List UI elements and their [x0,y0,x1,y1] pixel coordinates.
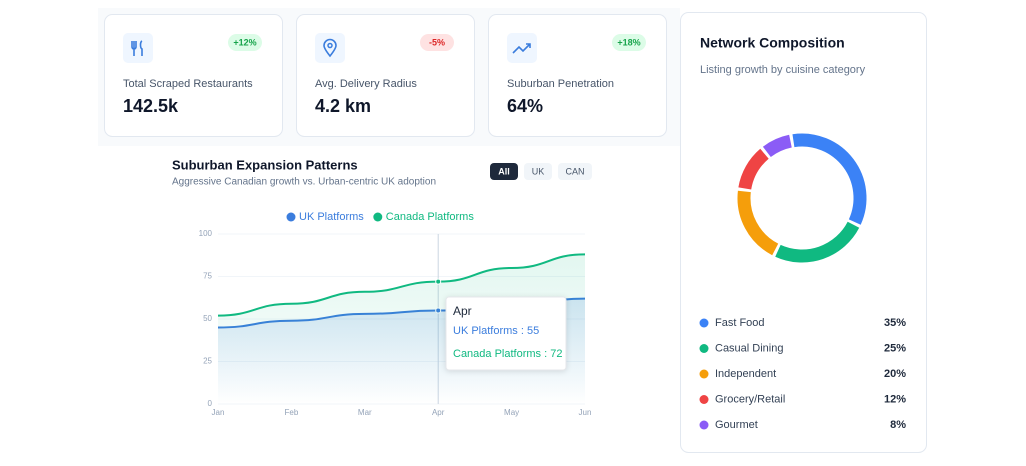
panel-subtitle: Listing growth by cuisine category [700,64,866,76]
legend-label: Grocery/Retail [715,393,785,405]
chart-title: Suburban Expansion Patterns [172,157,358,172]
tooltip [445,296,567,371]
x-tick-label: Apr [432,408,445,417]
filter-button[interactable] [558,163,592,180]
legend-value: 35% [884,317,906,329]
trend-icon [512,43,531,54]
donut-segment [792,133,867,225]
legend-marker [699,395,709,404]
icon-box [123,33,153,63]
x-tick-label: Jun [579,408,592,417]
kpi-value: 64% [507,96,543,116]
y-tick-label: 100 [199,229,213,238]
y-tick-label: 0 [208,399,213,408]
donut-segment [775,221,860,263]
composition-panel [680,12,927,453]
location-icon [323,38,337,58]
change-badge [420,34,454,51]
kpi-label: Avg. Delivery Radius [315,78,417,90]
legend-marker [699,420,709,430]
x-tick-label: Feb [285,408,299,417]
restaurant-icon [131,40,143,56]
kpi-label: Total Scraped Restaurants [123,78,253,90]
kpi-card [296,14,475,137]
kpi-value: 142.5k [123,96,179,116]
kpi-card [488,14,667,137]
legend-value: 12% [884,393,906,405]
legend-marker [699,318,709,328]
legend-label[interactable]: UK Platforms [299,211,364,223]
change-badge-text: +18% [617,37,640,47]
legend-label: Independent [715,368,776,380]
donut-segment [738,148,769,190]
y-tick-label: 25 [203,357,212,366]
legend-marker[interactable] [373,212,383,222]
x-tick-label: Jan [212,408,225,417]
change-badge [228,34,262,51]
change-badge-text: -5% [429,37,445,47]
hover-point [435,278,442,285]
y-tick-label: 75 [203,272,212,281]
tooltip-item: UK Platforms : 55 [453,325,539,337]
legend-label[interactable]: Canada Platforms [386,211,475,223]
x-tick-label: Mar [358,408,372,417]
kpi-card [104,14,283,137]
filter-button[interactable] [524,163,552,180]
filter-label[interactable]: CAN [565,166,584,176]
change-badge-text: +12% [233,37,256,47]
kpi-value: 4.2 km [315,96,371,116]
kpi-label: Suburban Penetration [507,78,614,90]
legend-marker [699,344,709,353]
change-badge [612,34,646,51]
donut-segment [762,134,792,158]
legend-label: Fast Food [715,317,765,329]
legend-value: 8% [890,419,906,431]
donut-segment [737,190,779,256]
tooltip-title: Apr [453,304,472,318]
filter-button[interactable] [490,163,518,180]
legend-marker [699,369,709,379]
legend-marker[interactable] [286,212,296,222]
filter-label[interactable]: UK [532,166,545,176]
series-line [217,253,586,317]
chart-subtitle: Aggressive Canadian growth vs. Urban-cen… [172,177,436,188]
x-tick-label: May [504,408,519,417]
filter-label[interactable]: All [498,166,510,176]
legend-value: 20% [884,368,906,380]
panel-title: Network Composition [700,35,845,51]
legend-label: Casual Dining [715,342,783,354]
location-icon-dot [327,42,333,49]
icon-box [507,33,537,63]
tooltip-item: Canada Platforms : 72 [453,348,562,360]
legend-value: 25% [884,342,906,354]
legend-label: Gourmet [715,419,758,431]
y-tick-label: 50 [203,314,212,323]
